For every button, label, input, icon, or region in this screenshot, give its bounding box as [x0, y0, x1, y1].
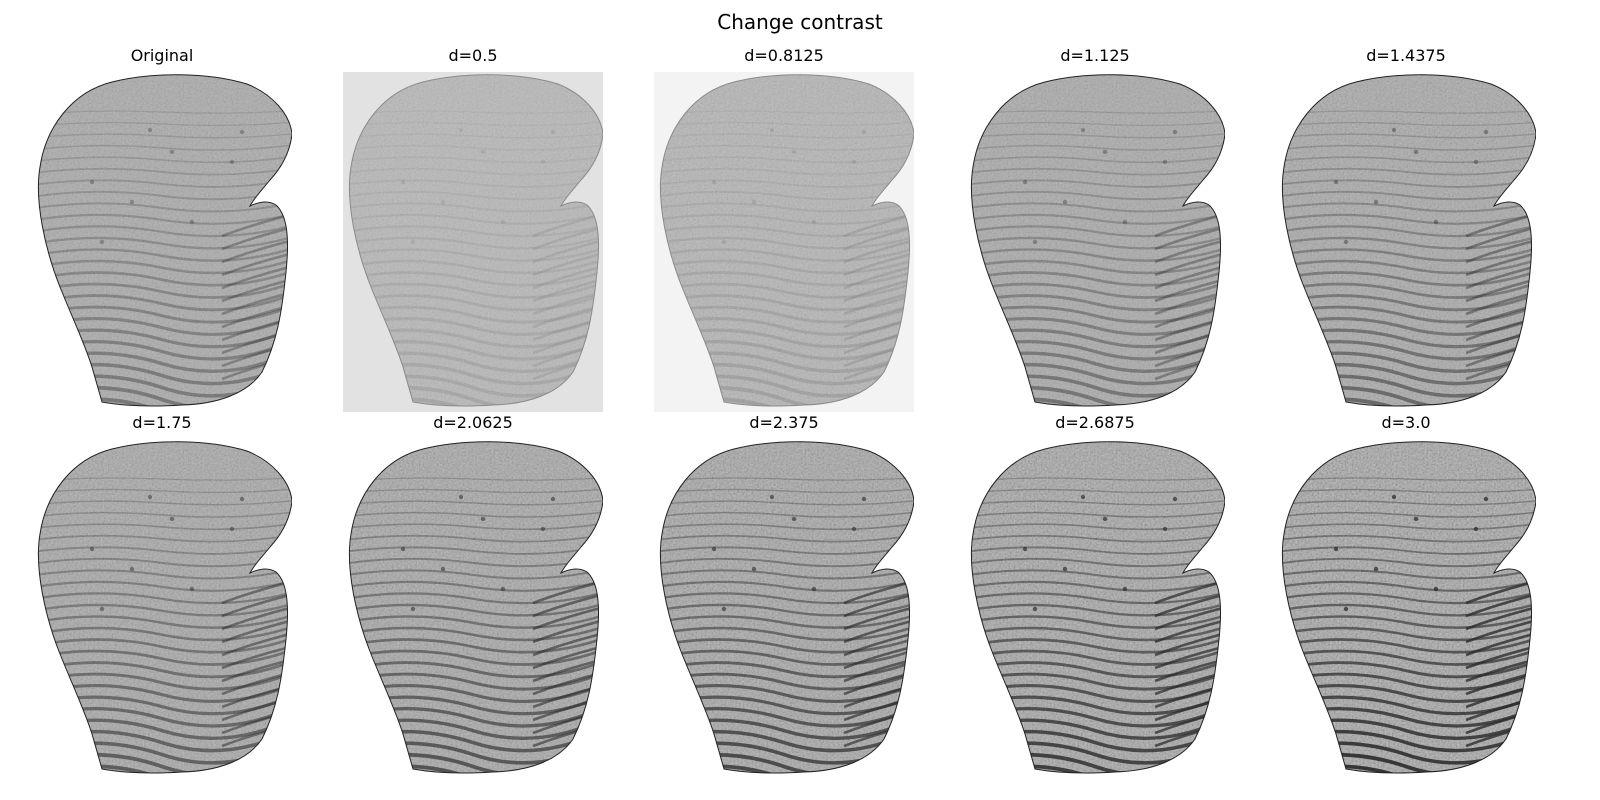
fingerprint-outline	[970, 441, 1225, 774]
fingerprint-image	[343, 439, 603, 779]
contrast-panel: d=1.4375	[1276, 46, 1536, 423]
contrast-panel: d=1.125	[965, 46, 1225, 423]
fingerprint-outline	[348, 441, 603, 774]
fingerprint-outline	[37, 441, 292, 774]
panel-title: d=2.375	[749, 413, 819, 432]
fingerprint-body	[1282, 441, 1536, 773]
fingerprint-body	[971, 441, 1225, 773]
panel-title: d=2.0625	[433, 413, 513, 432]
fingerprint-outline	[1281, 74, 1536, 407]
fingerprint-image	[965, 72, 1225, 412]
fingerprint-image	[32, 72, 292, 412]
fingerprint-image	[343, 72, 603, 412]
fingerprint-image	[1276, 72, 1536, 412]
fingerprint-outline	[659, 441, 914, 774]
fingerprint-outline	[1281, 441, 1536, 774]
panel-title: d=2.6875	[1055, 413, 1135, 432]
panel-title: d=3.0	[1381, 413, 1431, 432]
fingerprint-image	[654, 439, 914, 779]
fingerprint-outline	[970, 74, 1225, 407]
figure-title: Change contrast	[717, 10, 883, 34]
fingerprint-body	[349, 74, 603, 406]
panel-title: d=0.8125	[744, 46, 824, 65]
fingerprint-image	[32, 439, 292, 779]
contrast-panel: Original	[32, 46, 292, 423]
contrast-panel: d=2.6875	[965, 413, 1225, 790]
contrast-panel: d=1.75	[32, 413, 292, 790]
fingerprint-image	[654, 72, 914, 412]
fingerprint-image	[965, 439, 1225, 779]
contrast-panel: d=0.8125	[654, 46, 914, 423]
panel-title: d=1.4375	[1366, 46, 1446, 65]
fingerprint-outline	[37, 74, 292, 407]
panel-title: d=1.75	[132, 413, 192, 432]
fingerprint-outline	[348, 74, 603, 407]
contrast-panel: d=2.375	[654, 413, 914, 790]
contrast-panel: d=0.5	[343, 46, 603, 423]
fingerprint-body	[660, 74, 914, 406]
fingerprint-outline	[659, 74, 914, 407]
panel-title: d=0.5	[448, 46, 498, 65]
contrast-panel: d=3.0	[1276, 413, 1536, 790]
panel-title: d=1.125	[1060, 46, 1130, 65]
fingerprint-image	[1276, 439, 1536, 779]
panel-title: Original	[130, 46, 194, 65]
contrast-panel: d=2.0625	[343, 413, 603, 790]
